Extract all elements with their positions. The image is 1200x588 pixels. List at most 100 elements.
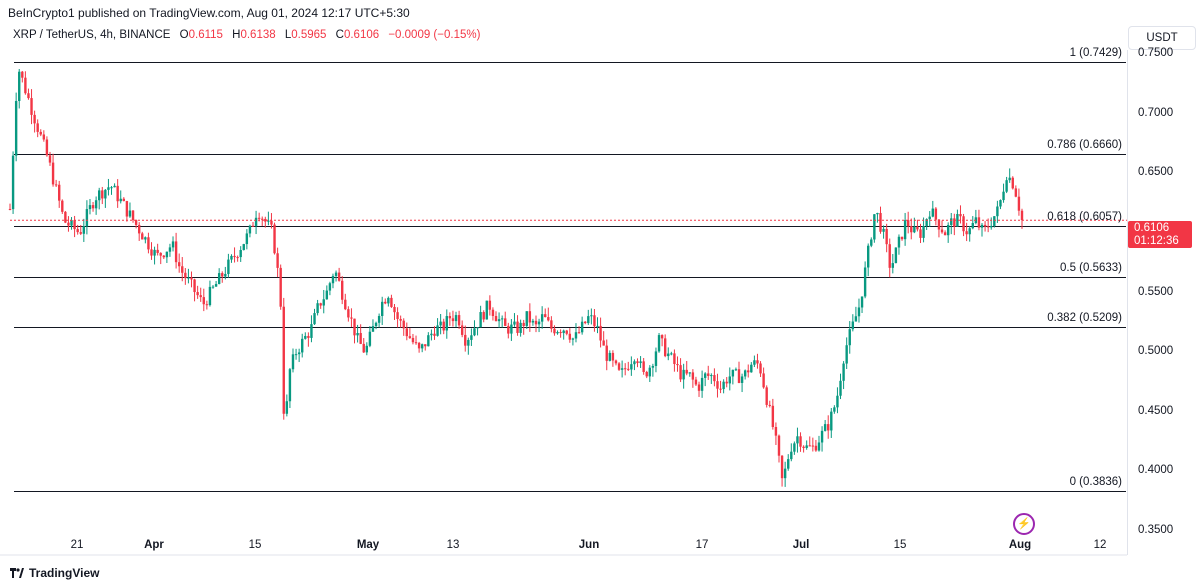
time-tick-label: 15 [248, 539, 262, 551]
candle-body [682, 369, 685, 380]
candlestick-series[interactable] [8, 68, 1024, 487]
candle-body [808, 445, 811, 447]
candle-body [943, 232, 947, 236]
candle-body [980, 224, 984, 228]
candle-body [793, 443, 796, 452]
candle-body [433, 333, 436, 336]
candle-body [925, 219, 928, 226]
symbol-legend[interactable]: XRP / TetherUS, 4h, BINANCE O0.6115 H0.6… [13, 29, 480, 41]
candle-body [713, 375, 716, 382]
candle-body [986, 226, 990, 228]
candle-body [753, 360, 756, 365]
candle-body [104, 189, 107, 199]
candle-body [211, 286, 215, 288]
candle-body [288, 369, 292, 402]
candle-body [153, 249, 156, 256]
candle-body [137, 224, 141, 234]
candle-body [134, 220, 138, 225]
candle-body [903, 220, 907, 240]
fib-level-label: 0.786 (0.6660) [1047, 138, 1122, 151]
time-tick-label: Apr [144, 539, 164, 551]
candle-body [270, 220, 273, 225]
candle-body [227, 259, 230, 274]
candle-body [750, 364, 753, 373]
candle-body [156, 249, 159, 253]
brand-name: TradingView [29, 566, 100, 580]
price-tick-label: 0.6500 [1138, 166, 1174, 179]
candle-body [485, 300, 488, 320]
symbol-name[interactable]: XRP / TetherUS, 4h, BINANCE [13, 29, 171, 41]
candle-body [996, 206, 999, 217]
candle-body [11, 155, 15, 210]
candle-body [888, 244, 891, 268]
candle-body [51, 162, 55, 185]
candle-body [540, 314, 544, 322]
price-tick-label: 0.7500 [1138, 46, 1174, 59]
candle-body [897, 236, 901, 248]
candle-body [337, 272, 341, 281]
candle-body [196, 292, 199, 296]
candle-body [325, 290, 329, 300]
candle-body [61, 200, 64, 212]
time-tick-label: Jul [792, 539, 810, 551]
candle-body [144, 237, 147, 240]
candle-body [436, 325, 439, 336]
candle-body [919, 229, 922, 238]
candle-body [854, 316, 858, 322]
candle-body [451, 318, 455, 322]
candle-body [707, 373, 710, 376]
candle-body [780, 455, 784, 479]
candle-body [639, 361, 642, 364]
candle-body [830, 411, 833, 431]
candle-body [328, 283, 332, 291]
fibonacci-retracement[interactable] [14, 62, 1126, 492]
candle-body [500, 318, 504, 320]
candle-body [876, 212, 879, 215]
candle-body [479, 312, 482, 328]
publisher-line: BeInCrypto1 published on TradingView.com… [8, 6, 410, 20]
candle-body [787, 459, 790, 469]
candle-body [214, 284, 218, 287]
time-tick-label: Jun [578, 539, 600, 551]
candle-body [836, 395, 839, 408]
candle-body [174, 241, 178, 263]
candle-body [460, 325, 464, 335]
price-tick-label: 0.4500 [1138, 404, 1174, 417]
candle-body [261, 218, 264, 220]
currency-selector[interactable]: USDT [1128, 26, 1196, 50]
candle-body [387, 297, 390, 304]
candle-body [848, 329, 851, 346]
candle-body [636, 361, 639, 364]
candle-body [968, 228, 971, 235]
candle-body [334, 272, 338, 276]
candle-body [282, 306, 285, 414]
candle-body [602, 340, 605, 346]
candle-body [64, 211, 67, 223]
candle-body [88, 205, 92, 210]
candle-body [553, 328, 556, 334]
candle-body [710, 375, 713, 377]
change-value: −0.0009 (−0.15%) [388, 29, 481, 41]
lightning-icon[interactable]: ⚡ [1013, 513, 1035, 535]
close-key: C [335, 29, 344, 41]
candle-body [18, 71, 21, 101]
candle-body [119, 198, 122, 202]
candle-body [494, 316, 498, 322]
tradingview-logo[interactable]: TradingView [10, 566, 99, 580]
candle-body [507, 325, 510, 334]
candle-body [882, 228, 885, 232]
candle-body [799, 436, 802, 447]
candle-body [688, 372, 691, 374]
candle-body [304, 335, 307, 339]
candle-body [464, 334, 467, 346]
candle-body [251, 225, 255, 227]
candle-body [873, 214, 876, 240]
candle-body [823, 424, 827, 431]
candle-body [177, 262, 181, 267]
candle-body [611, 352, 615, 361]
candle-body [427, 335, 430, 347]
candle-body [279, 267, 282, 307]
candle-body [863, 267, 867, 297]
candle-body [719, 388, 722, 390]
